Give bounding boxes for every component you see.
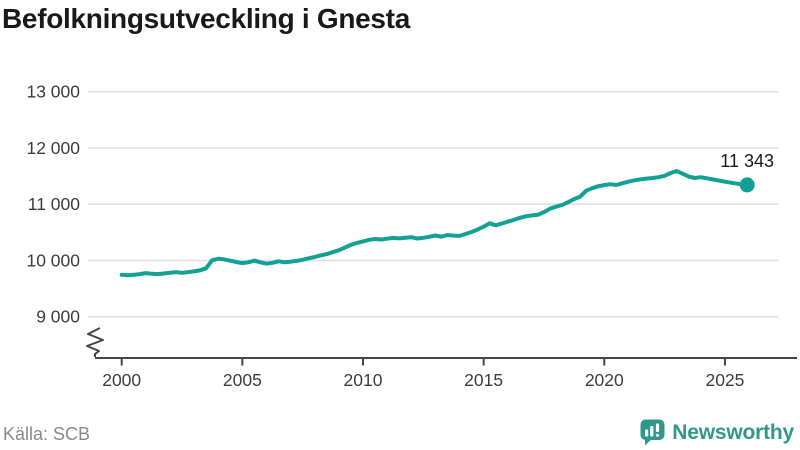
latest-point <box>739 177 755 193</box>
newsworthy-logo: Newsworthy <box>640 419 794 446</box>
source-note: Källa: SCB <box>3 424 91 444</box>
y-tick-label: 9 000 <box>36 307 80 327</box>
latest-value-label: 11 343 <box>720 151 774 171</box>
y-tick-label: 11 000 <box>28 194 80 214</box>
y-tick-label: 13 000 <box>26 82 80 102</box>
x-tick-label: 2020 <box>585 370 624 390</box>
x-tick-label: 2010 <box>344 370 383 390</box>
axis-break-icon <box>86 327 104 357</box>
newsworthy-logo-text: Newsworthy <box>672 420 794 444</box>
y-tick-label: 10 000 <box>26 250 80 270</box>
x-tick-label: 2005 <box>223 370 262 390</box>
x-tick-label: 2025 <box>705 370 744 390</box>
newsworthy-logo-icon <box>640 419 665 446</box>
x-tick-label: 2000 <box>102 370 141 390</box>
chart-title: Befolkningsutveckling i Gnesta <box>2 3 410 34</box>
y-tick-label: 12 000 <box>26 138 80 158</box>
population-line <box>119 169 750 278</box>
x-tick-label: 2015 <box>464 370 503 390</box>
